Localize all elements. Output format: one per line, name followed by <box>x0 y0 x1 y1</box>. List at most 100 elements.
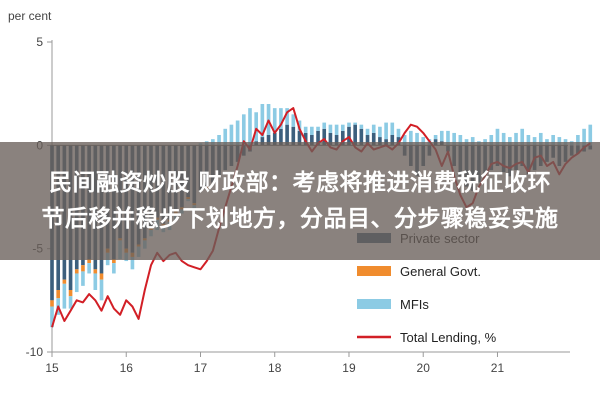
mfis-bar <box>588 124 593 146</box>
private-sector-bar <box>291 126 296 146</box>
headline-line-1: 民间融资炒股 财政部：考虑将推进消费税征收环 <box>48 170 551 196</box>
mfis-bar <box>495 128 500 146</box>
mfis-bar <box>217 135 221 146</box>
private-sector-bar <box>285 124 289 146</box>
mfis-bar <box>439 130 444 142</box>
private-sector-bar <box>359 128 364 146</box>
mfis-bar <box>99 279 104 301</box>
mfis-bar <box>365 128 370 135</box>
mfis-bar <box>223 128 228 146</box>
mfis-bar <box>359 124 364 129</box>
news-headline-overlay: 民间融资炒股 财政部：考虑将推进消费税征收环 节后移并稳步下划地方，分品目、分步… <box>0 142 600 260</box>
private-sector-bar <box>353 124 357 146</box>
general-govt-bar <box>93 269 98 274</box>
mfis-bar <box>470 137 475 146</box>
private-sector-bar <box>334 135 339 146</box>
headline-line-2: 节后移并稳步下划地方，分品目、分步骤稳妥实施 <box>41 206 559 232</box>
general-govt-bar <box>81 265 85 272</box>
mfis-bar <box>582 128 586 146</box>
mfis-bar <box>303 126 308 133</box>
mfis-bar <box>266 104 271 135</box>
mfis-bar <box>322 122 327 129</box>
private-sector-bar <box>260 137 265 146</box>
mfis-bar <box>526 135 531 146</box>
mfis-bar <box>112 263 116 274</box>
mfis-bar <box>316 126 320 131</box>
mfis-bar <box>229 124 234 146</box>
mfis-bar <box>508 137 512 146</box>
mfis-bar <box>285 108 289 125</box>
general-govt-bar <box>68 290 73 297</box>
private-sector-bar <box>390 135 395 146</box>
mfis-bar <box>390 122 395 135</box>
private-sector-bar <box>371 132 376 146</box>
legend-label: MFIs <box>400 297 429 312</box>
private-sector-bar <box>272 132 277 146</box>
private-sector-bar <box>396 137 401 146</box>
private-sector-bar <box>328 132 333 146</box>
mfis-bar <box>532 137 537 146</box>
x-tick-label: 18 <box>268 361 282 375</box>
private-sector-bar <box>365 135 370 146</box>
general-govt-bar <box>56 290 61 299</box>
legend-swatch <box>357 299 391 309</box>
general-govt-bar <box>112 259 116 264</box>
x-tick-label: 19 <box>342 361 356 375</box>
x-tick-label: 21 <box>491 361 505 375</box>
y-tick-label: -10 <box>26 345 44 359</box>
general-govt-bar <box>99 273 104 280</box>
mfis-bar <box>328 124 333 133</box>
mfis-bar <box>514 132 518 146</box>
private-sector-bar <box>279 128 283 146</box>
y-axis-unit-label: per cent <box>8 9 52 23</box>
mfis-bar <box>520 128 525 146</box>
x-tick-label: 17 <box>194 361 208 375</box>
mfis-bar <box>74 273 79 293</box>
private-sector-bar <box>340 130 345 146</box>
mfis-bar <box>93 273 98 290</box>
general-govt-bar <box>50 300 54 307</box>
mfis-bar <box>415 132 419 146</box>
general-govt-bar <box>62 279 67 284</box>
mfis-bar <box>402 135 407 146</box>
mfis-bar <box>235 120 240 146</box>
x-tick-label: 15 <box>45 361 59 375</box>
private-sector-bar <box>316 130 320 146</box>
x-tick-label: 16 <box>120 361 134 375</box>
mfis-bar <box>260 104 265 138</box>
general-govt-bar <box>74 269 79 274</box>
legend-label: Total Lending, % <box>400 330 497 345</box>
mfis-bar <box>87 263 91 274</box>
mfis-bar <box>353 122 357 125</box>
mfis-bar <box>254 112 258 142</box>
mfis-bar <box>340 124 345 131</box>
mfis-bar <box>241 114 246 146</box>
legend-swatch <box>357 266 391 276</box>
mfis-bar <box>433 135 438 140</box>
private-sector-bar <box>297 130 302 146</box>
general-govt-bar <box>87 259 91 264</box>
mfis-bar <box>557 137 562 146</box>
legend-label: General Govt. <box>400 264 481 279</box>
mfis-bar <box>421 137 426 146</box>
mfis-bar <box>446 130 450 146</box>
mfis-bar <box>489 135 494 146</box>
mfis-bar <box>409 130 413 146</box>
mfis-bar <box>538 132 543 146</box>
mfis-bar <box>81 271 85 286</box>
x-tick-label: 20 <box>417 361 431 375</box>
mfis-bar <box>378 126 382 138</box>
mfis-bar <box>576 135 580 146</box>
mfis-bar <box>396 128 401 138</box>
mfis-bar <box>551 135 555 146</box>
mfis-bar <box>130 256 135 270</box>
mfis-bar <box>458 135 463 146</box>
mfis-bar <box>310 126 314 135</box>
mfis-bar <box>279 108 283 129</box>
mfis-bar <box>452 132 456 146</box>
mfis-bar <box>384 122 388 140</box>
mfis-bar <box>50 306 54 328</box>
mfis-bar <box>501 132 506 146</box>
private-sector-bar <box>347 126 351 146</box>
mfis-bar <box>291 114 296 127</box>
